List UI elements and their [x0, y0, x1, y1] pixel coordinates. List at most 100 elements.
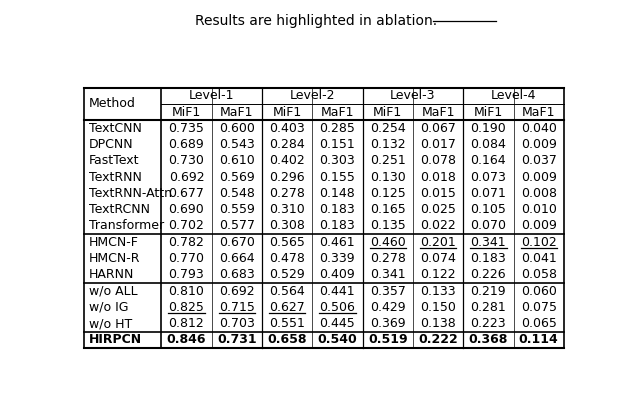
Text: 0.015: 0.015 [420, 187, 456, 200]
Text: Method: Method [88, 98, 135, 110]
Text: 0.731: 0.731 [217, 334, 257, 346]
Text: 0.551: 0.551 [269, 317, 305, 330]
Text: 0.310: 0.310 [269, 203, 305, 216]
Text: 0.770: 0.770 [169, 252, 204, 265]
Text: 0.183: 0.183 [320, 203, 355, 216]
Text: 0.133: 0.133 [420, 285, 456, 298]
Text: 0.460: 0.460 [370, 236, 406, 249]
Text: 0.223: 0.223 [471, 317, 506, 330]
Text: 0.022: 0.022 [420, 219, 456, 232]
Text: 0.506: 0.506 [320, 301, 355, 314]
Text: 0.548: 0.548 [219, 187, 255, 200]
Text: 0.692: 0.692 [169, 171, 204, 183]
Text: 0.664: 0.664 [219, 252, 255, 265]
Text: HMCN-R: HMCN-R [88, 252, 140, 265]
Text: 0.018: 0.018 [420, 171, 456, 183]
Text: 0.222: 0.222 [418, 334, 458, 346]
Text: Results are highlighted in ablation.: Results are highlighted in ablation. [195, 14, 437, 28]
Text: 0.025: 0.025 [420, 203, 456, 216]
Text: 0.040: 0.040 [521, 122, 557, 135]
Text: 0.155: 0.155 [320, 171, 355, 183]
Text: MiF1: MiF1 [272, 105, 301, 119]
Text: MaF1: MaF1 [320, 105, 354, 119]
Text: 0.084: 0.084 [470, 138, 506, 151]
Text: 0.812: 0.812 [169, 317, 204, 330]
Text: DPCNN: DPCNN [88, 138, 133, 151]
Text: 0.010: 0.010 [521, 203, 557, 216]
Text: 0.037: 0.037 [521, 154, 557, 168]
Text: 0.689: 0.689 [169, 138, 204, 151]
Text: 0.254: 0.254 [370, 122, 406, 135]
Text: 0.281: 0.281 [471, 301, 506, 314]
Text: w/o HT: w/o HT [88, 317, 132, 330]
Text: 0.610: 0.610 [219, 154, 255, 168]
Text: 0.341: 0.341 [471, 236, 506, 249]
Text: 0.303: 0.303 [320, 154, 355, 168]
Text: TextRCNN: TextRCNN [88, 203, 150, 216]
Text: 0.219: 0.219 [471, 285, 506, 298]
Text: 0.009: 0.009 [521, 171, 557, 183]
Text: 0.073: 0.073 [470, 171, 506, 183]
Text: 0.409: 0.409 [320, 268, 355, 281]
Text: MaF1: MaF1 [422, 105, 455, 119]
Text: 0.658: 0.658 [267, 334, 307, 346]
Text: 0.543: 0.543 [219, 138, 255, 151]
Text: 0.715: 0.715 [219, 301, 255, 314]
Text: 0.445: 0.445 [320, 317, 355, 330]
Text: w/o ALL: w/o ALL [88, 285, 137, 298]
Text: 0.065: 0.065 [521, 317, 557, 330]
Text: HMCN-F: HMCN-F [88, 236, 138, 249]
Text: 0.369: 0.369 [370, 317, 406, 330]
Text: 0.341: 0.341 [370, 268, 406, 281]
Text: Level-2: Level-2 [289, 89, 335, 102]
Text: 0.702: 0.702 [169, 219, 204, 232]
Text: 0.569: 0.569 [219, 171, 255, 183]
Text: 0.070: 0.070 [470, 219, 506, 232]
Text: 0.102: 0.102 [521, 236, 557, 249]
Text: 0.009: 0.009 [521, 138, 557, 151]
Text: 0.846: 0.846 [167, 334, 206, 346]
Text: 0.183: 0.183 [320, 219, 355, 232]
Text: Level-1: Level-1 [189, 89, 234, 102]
Text: 0.074: 0.074 [420, 252, 456, 265]
Text: 0.577: 0.577 [219, 219, 255, 232]
Text: 0.075: 0.075 [521, 301, 557, 314]
Text: 0.627: 0.627 [269, 301, 305, 314]
Text: 0.564: 0.564 [269, 285, 305, 298]
Text: 0.284: 0.284 [269, 138, 305, 151]
Text: 0.339: 0.339 [320, 252, 355, 265]
Text: 0.251: 0.251 [370, 154, 406, 168]
Text: 0.461: 0.461 [320, 236, 355, 249]
Text: TextRNN-Attn: TextRNN-Attn [88, 187, 171, 200]
Text: 0.793: 0.793 [169, 268, 204, 281]
Text: 0.529: 0.529 [269, 268, 305, 281]
Text: 0.677: 0.677 [169, 187, 204, 200]
Text: HARNN: HARNN [88, 268, 134, 281]
Text: TextCNN: TextCNN [88, 122, 142, 135]
Text: 0.559: 0.559 [219, 203, 255, 216]
Text: 0.130: 0.130 [370, 171, 406, 183]
Text: MiF1: MiF1 [172, 105, 201, 119]
Text: 0.151: 0.151 [320, 138, 355, 151]
Text: 0.600: 0.600 [219, 122, 255, 135]
Text: Transformer: Transformer [88, 219, 164, 232]
Text: 0.041: 0.041 [521, 252, 557, 265]
Text: 0.703: 0.703 [219, 317, 255, 330]
Text: 0.683: 0.683 [219, 268, 255, 281]
Text: 0.058: 0.058 [521, 268, 557, 281]
Text: MaF1: MaF1 [522, 105, 556, 119]
Text: 0.441: 0.441 [320, 285, 355, 298]
Text: 0.067: 0.067 [420, 122, 456, 135]
Text: 0.150: 0.150 [420, 301, 456, 314]
Text: 0.078: 0.078 [420, 154, 456, 168]
Text: 0.670: 0.670 [219, 236, 255, 249]
Text: MiF1: MiF1 [373, 105, 403, 119]
Text: 0.165: 0.165 [370, 203, 406, 216]
Text: 0.810: 0.810 [169, 285, 204, 298]
Text: TextRNN: TextRNN [88, 171, 142, 183]
Text: 0.114: 0.114 [519, 334, 559, 346]
Text: HIRPCN: HIRPCN [88, 334, 142, 346]
Text: FastText: FastText [88, 154, 139, 168]
Text: 0.403: 0.403 [269, 122, 305, 135]
Text: 0.402: 0.402 [269, 154, 305, 168]
